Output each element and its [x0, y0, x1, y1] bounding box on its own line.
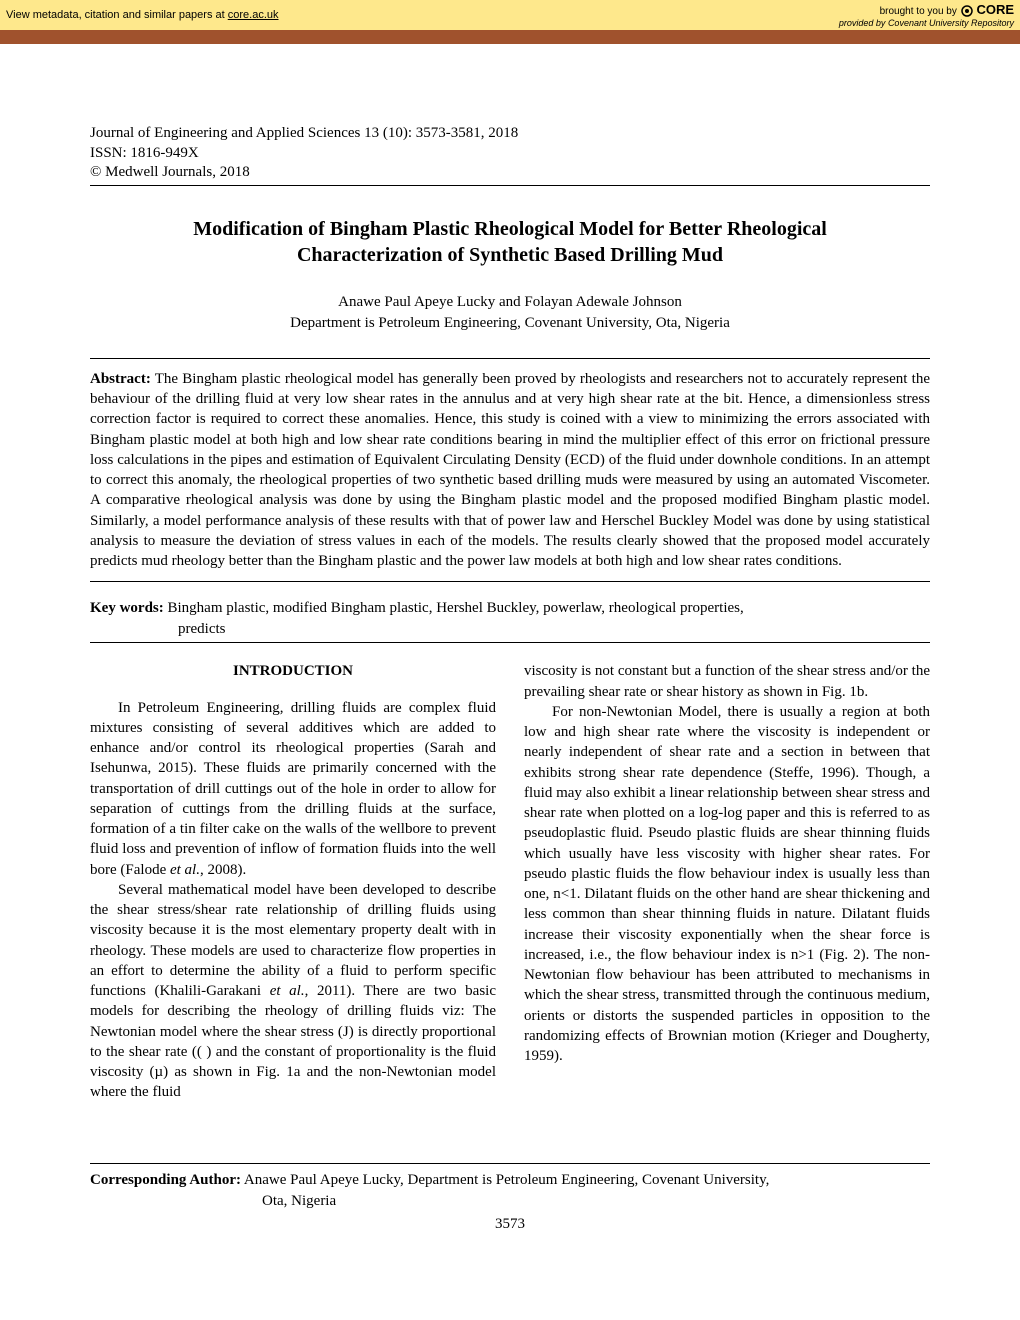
- abstract: Abstract: The Bingham plastic rheologica…: [90, 358, 930, 583]
- corr-line1: Anawe Paul Apeye Lucky, Department is Pe…: [241, 1172, 769, 1188]
- keywords-line2: predicts: [90, 619, 225, 640]
- abstract-text: The Bingham plastic rheological model ha…: [90, 371, 930, 569]
- authors-block: Anawe Paul Apeye Lucky and Folayan Adewa…: [90, 292, 930, 334]
- left-p2: Several mathematical model have been dev…: [90, 880, 496, 1103]
- keywords-label: Key words:: [90, 600, 164, 616]
- title-line2: Characterization of Synthetic Based Dril…: [297, 244, 723, 266]
- footer: Corresponding Author: Anawe Paul Apeye L…: [90, 1163, 930, 1233]
- brought-by: brought to you by: [880, 6, 960, 17]
- core-logo-text: CORE: [976, 2, 1014, 17]
- left-column: INTRODUCTION In Petroleum Engineering, d…: [90, 661, 496, 1102]
- journal-info: Journal of Engineering and Applied Scien…: [90, 124, 930, 186]
- abstract-label: Abstract:: [90, 371, 151, 387]
- journal-line2: ISSN: 1816-949X: [90, 144, 930, 164]
- keywords-line1: Bingham plastic, modified Bingham plasti…: [164, 600, 744, 616]
- body-columns: INTRODUCTION In Petroleum Engineering, d…: [90, 661, 930, 1102]
- keywords: Key words: Bingham plastic, modified Bin…: [90, 598, 930, 643]
- corresponding-author: Corresponding Author: Anawe Paul Apeye L…: [90, 1170, 930, 1212]
- page-number: 3573: [90, 1216, 930, 1233]
- right-p0: viscosity is not constant but a function…: [524, 661, 930, 702]
- author-names: Anawe Paul Apeye Lucky and Folayan Adewa…: [90, 292, 930, 313]
- provided-by: provided by Covenant University Reposito…: [839, 18, 1014, 28]
- banner-left: View metadata, citation and similar pape…: [6, 9, 279, 21]
- journal-line1: Journal of Engineering and Applied Scien…: [90, 124, 930, 144]
- title-line1: Modification of Bingham Plastic Rheologi…: [193, 218, 827, 240]
- banner-left-text: View metadata, citation and similar pape…: [6, 9, 228, 21]
- corr-label: Corresponding Author:: [90, 1172, 241, 1188]
- corr-line2: Ota, Nigeria: [90, 1191, 930, 1212]
- banner-right: brought to you by CORE provided by Coven…: [839, 2, 1014, 28]
- paper-title: Modification of Bingham Plastic Rheologi…: [90, 216, 930, 268]
- page-content: Journal of Engineering and Applied Scien…: [0, 44, 1020, 1272]
- core-logo-icon: [960, 6, 977, 17]
- right-p1: For non-Newtonian Model, there is usuall…: [524, 702, 930, 1067]
- author-affil: Department is Petroleum Engineering, Cov…: [90, 313, 930, 334]
- core-banner: View metadata, citation and similar pape…: [0, 0, 1020, 32]
- journal-line3: © Medwell Journals, 2018: [90, 163, 930, 183]
- core-link[interactable]: core.ac.uk: [228, 9, 279, 21]
- right-column: viscosity is not constant but a function…: [524, 661, 930, 1102]
- brown-divider: [0, 32, 1020, 44]
- intro-heading: INTRODUCTION: [90, 661, 496, 681]
- left-p1: In Petroleum Engineering, drilling fluid…: [90, 698, 496, 880]
